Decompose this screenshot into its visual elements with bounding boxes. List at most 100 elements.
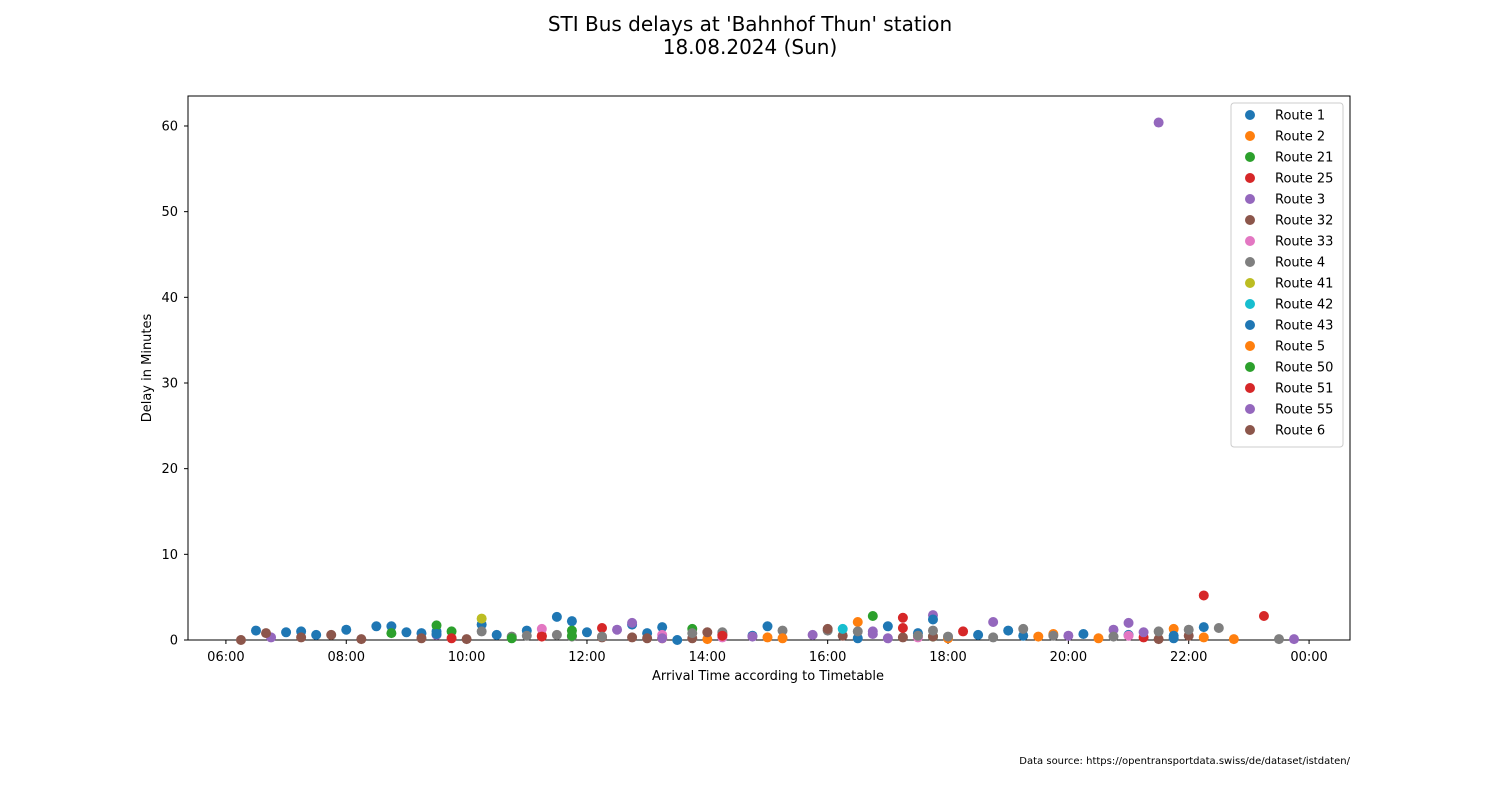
- x-axis: 06:00 08:00 10:00 12:00 14:00 16:00 18:00 20:00…: [207, 640, 1328, 665]
- chart-subtitle: 18.08.2024 (Sun): [662, 35, 838, 59]
- data-point: [597, 623, 608, 634]
- legend-marker: [1245, 194, 1255, 204]
- data-point: [927, 625, 938, 636]
- x-tick-label: 12:00: [568, 650, 605, 665]
- legend-marker: [1245, 362, 1255, 372]
- data-source-note: Data source: https://opentransportdata.s…: [1019, 756, 1350, 767]
- data-point: [1003, 625, 1014, 636]
- data-point: [837, 630, 848, 641]
- legend-label: Route 6: [1275, 424, 1325, 439]
- x-tick-label: 00:00: [1290, 650, 1327, 665]
- data-point: [1108, 631, 1119, 642]
- data-point: [822, 623, 833, 634]
- data-point: [401, 627, 412, 638]
- legend-marker: [1245, 236, 1255, 246]
- data-point: [235, 635, 246, 645]
- data-point: [717, 630, 728, 641]
- data-point: [371, 621, 382, 632]
- legend-marker: [1245, 215, 1255, 225]
- data-point: [627, 617, 638, 628]
- x-tick-label: 08:00: [328, 650, 365, 665]
- data-point: [897, 623, 908, 634]
- chart-title: STI Bus delays at 'Bahnhof Thun' station: [547, 12, 953, 36]
- data-point: [1273, 634, 1284, 645]
- legend-label: Route 2: [1275, 130, 1325, 145]
- data-point: [491, 629, 502, 640]
- data-point: [1048, 630, 1059, 641]
- data-point: [431, 629, 442, 640]
- data-point: [1289, 634, 1300, 645]
- legend: Route 1 Route 2 Route 21 Route 25 Route 3 Rou…: [1230, 102, 1344, 448]
- data-point: [867, 611, 878, 622]
- y-tick-label: 0: [170, 634, 178, 649]
- data-point: [1168, 630, 1179, 641]
- legend-marker: [1245, 278, 1255, 288]
- data-point: [446, 626, 457, 637]
- data-point: [762, 621, 773, 632]
- data-point: [702, 627, 713, 638]
- data-point: [852, 633, 863, 644]
- y-tick-label: 20: [161, 462, 178, 477]
- legend-marker: [1245, 173, 1255, 183]
- data-point: [1063, 630, 1074, 641]
- data-point: [672, 635, 683, 645]
- legend-marker: [1245, 383, 1255, 393]
- legend-marker: [1245, 299, 1255, 309]
- data-point: [777, 633, 788, 644]
- data-point: [912, 630, 923, 641]
- legend-marker: [1245, 152, 1255, 162]
- plot-area: [187, 95, 1351, 641]
- y-axis-label: Delay in Minutes: [140, 313, 155, 422]
- data-point: [882, 633, 893, 644]
- legend-label: Route 25: [1275, 172, 1333, 187]
- x-tick-label: 22:00: [1170, 650, 1207, 665]
- data-point: [416, 633, 427, 644]
- data-point: [566, 616, 577, 627]
- legend-marker: [1245, 110, 1255, 120]
- legend-label: Route 50: [1275, 361, 1333, 376]
- data-point: [566, 630, 577, 641]
- legend-box: [1230, 102, 1344, 448]
- legend-marker: [1245, 404, 1255, 414]
- x-tick-label: 10:00: [448, 650, 485, 665]
- data-point: [837, 623, 848, 634]
- data-point: [261, 628, 272, 639]
- data-point: [386, 621, 397, 632]
- data-point: [897, 612, 908, 623]
- data-point: [551, 611, 562, 622]
- legend-marker: [1245, 341, 1255, 351]
- data-point: [897, 632, 908, 643]
- data-point: [1228, 634, 1239, 645]
- legend-label: Route 42: [1275, 298, 1333, 313]
- data-point: [642, 633, 653, 644]
- x-tick-label: 18:00: [929, 650, 966, 665]
- data-point: [476, 613, 487, 624]
- data-point: [281, 627, 292, 638]
- data-point: [1018, 630, 1029, 641]
- legend-label: Route 41: [1275, 277, 1333, 292]
- data-point: [867, 626, 878, 637]
- legend-label: Route 51: [1275, 382, 1333, 397]
- legend-label: Route 55: [1275, 403, 1333, 418]
- data-point: [612, 624, 623, 635]
- y-axis: 0 10 20 30 40 50 60: [161, 119, 188, 649]
- data-point: [356, 634, 367, 645]
- data-point: [927, 614, 938, 625]
- legend-label: Route 43: [1275, 319, 1333, 334]
- data-points: [235, 117, 1300, 645]
- legend-label: Route 4: [1275, 256, 1325, 271]
- data-point: [762, 632, 773, 643]
- legend-label: Route 3: [1275, 193, 1325, 208]
- data-point: [536, 631, 547, 642]
- data-point: [627, 632, 638, 643]
- x-tick-label: 20:00: [1050, 650, 1087, 665]
- data-point: [311, 629, 322, 640]
- y-tick-label: 50: [161, 205, 178, 220]
- x-tick-label: 06:00: [207, 650, 244, 665]
- data-point: [687, 628, 698, 639]
- data-point: [386, 628, 397, 639]
- data-point: [341, 624, 352, 635]
- data-point: [657, 633, 668, 644]
- data-point: [1198, 590, 1209, 601]
